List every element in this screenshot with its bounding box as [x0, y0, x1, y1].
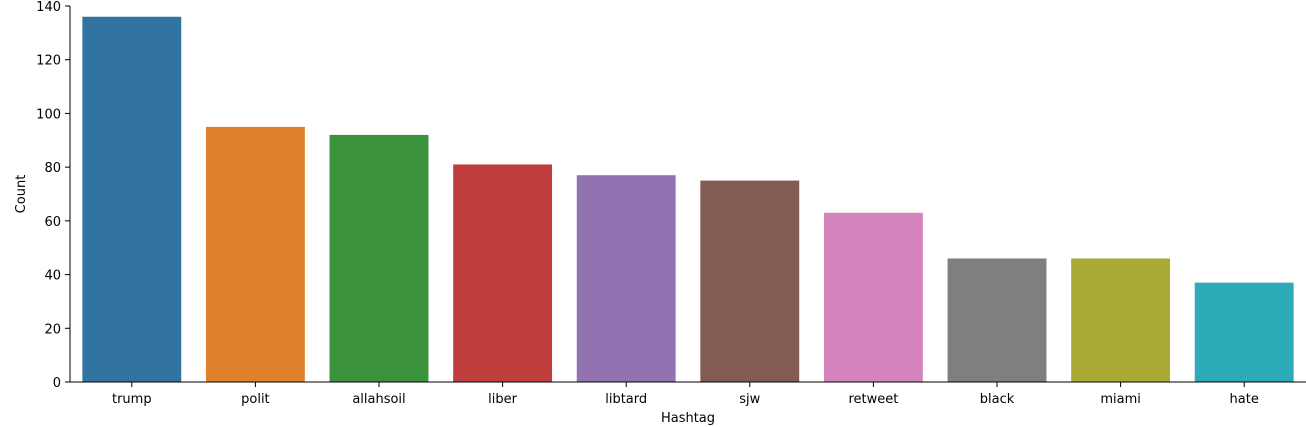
- x-tick-label: hate: [1230, 392, 1259, 407]
- x-tick-label: libtard: [605, 392, 647, 407]
- bar-allahsoil: [329, 134, 429, 382]
- x-tick-label: trump: [112, 392, 152, 407]
- x-tick-label: liber: [488, 392, 517, 407]
- bar-liber: [453, 164, 553, 382]
- x-tick-label: sjw: [739, 392, 760, 407]
- x-tick-label: allahsoil: [352, 392, 405, 407]
- bar-libtard: [576, 175, 676, 382]
- bar-sjw: [700, 180, 800, 382]
- bar-trump: [82, 16, 182, 383]
- bar-miami: [1071, 258, 1171, 382]
- y-tick-label: 120: [36, 54, 61, 69]
- y-tick-label: 140: [36, 0, 61, 15]
- y-axis-title: Count: [14, 175, 29, 214]
- bar-hate: [1194, 282, 1294, 382]
- bar-retweet: [823, 212, 923, 382]
- y-tick-label: 100: [36, 107, 61, 122]
- y-tick-label: 40: [44, 269, 61, 284]
- y-axis-ticks: 0 20 40 60 80 100 120 140: [36, 0, 70, 391]
- x-axis-title: Hashtag: [661, 411, 715, 426]
- bar-black: [947, 258, 1047, 382]
- x-tick-label: miami: [1100, 392, 1141, 407]
- y-tick-label: 20: [44, 322, 61, 337]
- x-tick-label: polit: [241, 392, 270, 407]
- x-tick-label: black: [980, 392, 1015, 407]
- bars-group: [82, 16, 1294, 383]
- x-axis-ticks: trump polit allahsoil liber libtard sjw retwee…: [112, 382, 1259, 407]
- y-tick-label: 80: [44, 161, 61, 176]
- y-tick-label: 0: [53, 376, 61, 391]
- x-tick-label: retweet: [848, 392, 898, 407]
- bar-polit: [205, 126, 305, 382]
- y-tick-label: 60: [44, 215, 61, 230]
